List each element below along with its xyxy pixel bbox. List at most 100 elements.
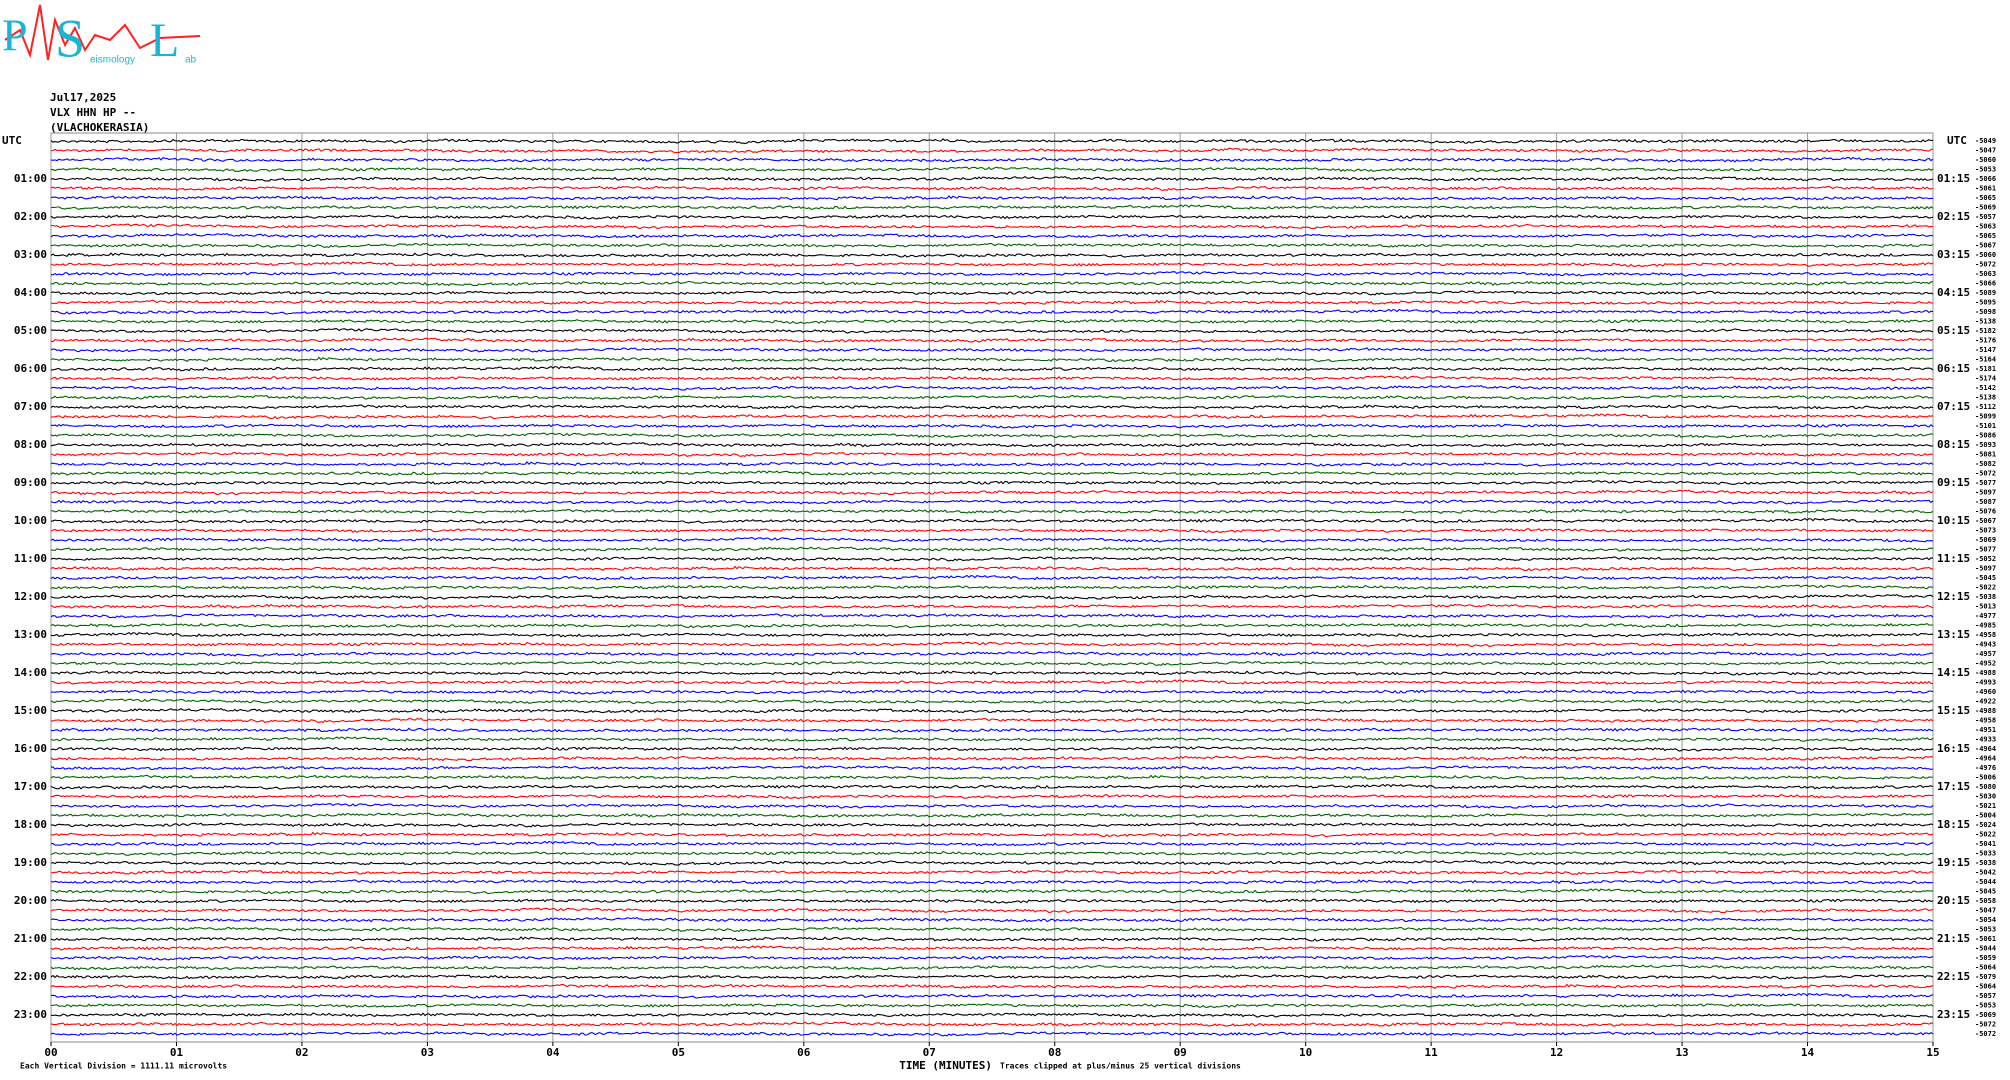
trace-offset: -5021 bbox=[1975, 802, 1996, 810]
hour-label: 02:00 bbox=[14, 210, 47, 223]
trace bbox=[50, 441, 1934, 448]
x-tick-label: 07 bbox=[923, 1046, 936, 1059]
trace bbox=[51, 992, 1934, 999]
trace bbox=[50, 1021, 1934, 1028]
trace bbox=[50, 537, 1934, 543]
hour-label: 07:00 bbox=[14, 400, 47, 413]
trace bbox=[50, 936, 1934, 942]
trace bbox=[50, 271, 1934, 277]
trace-offset: -5066 bbox=[1975, 280, 1996, 288]
trace bbox=[50, 879, 1934, 885]
trace-offset: -5077 bbox=[1975, 479, 1996, 487]
trace-offset: -5053 bbox=[1975, 1002, 1996, 1010]
x-tick-label: 05 bbox=[672, 1046, 685, 1059]
trace bbox=[50, 499, 1934, 505]
trace bbox=[50, 1031, 1934, 1037]
hour-label: 18:15 bbox=[1937, 818, 1970, 831]
trace bbox=[51, 660, 1934, 667]
trace bbox=[50, 394, 1934, 401]
trace-offset: -5064 bbox=[1975, 964, 1996, 972]
trace-offset: -5176 bbox=[1975, 337, 1996, 345]
hour-label: 10:15 bbox=[1937, 514, 1970, 527]
trace bbox=[50, 859, 1934, 866]
trace bbox=[50, 423, 1934, 429]
trace bbox=[50, 736, 1934, 743]
hour-label: 01:00 bbox=[14, 172, 47, 185]
x-tick-label: 12 bbox=[1550, 1046, 1563, 1059]
trace bbox=[50, 916, 1934, 923]
trace bbox=[50, 622, 1934, 629]
trace-offset: -5058 bbox=[1975, 897, 1996, 905]
trace-offset: -5089 bbox=[1975, 289, 1996, 297]
trace bbox=[50, 822, 1934, 828]
logo-wave bbox=[4, 4, 201, 61]
trace-offset: -5045 bbox=[1975, 574, 1996, 582]
x-tick-label: 15 bbox=[1926, 1046, 1939, 1059]
trace bbox=[50, 983, 1934, 989]
trace-offset: -4988 bbox=[1975, 669, 1996, 677]
trace bbox=[50, 850, 1934, 857]
trace-offset: -5004 bbox=[1975, 812, 1996, 820]
trace bbox=[50, 347, 1934, 353]
trace bbox=[50, 774, 1934, 780]
trace bbox=[50, 641, 1934, 648]
trace bbox=[50, 404, 1934, 410]
trace bbox=[51, 195, 1934, 201]
trace-offset: -5093 bbox=[1975, 441, 1996, 449]
trace-offset: -5063 bbox=[1975, 223, 1996, 231]
trace bbox=[50, 727, 1934, 733]
trace-offset: -5081 bbox=[1975, 451, 1996, 459]
trace bbox=[50, 565, 1934, 572]
trace bbox=[50, 783, 1934, 790]
trace bbox=[50, 717, 1934, 724]
hour-label: 17:15 bbox=[1937, 780, 1970, 793]
trace bbox=[50, 214, 1934, 220]
trace-offset: -5067 bbox=[1975, 517, 1996, 525]
trace-offset: -4993 bbox=[1975, 679, 1996, 687]
trace bbox=[50, 689, 1934, 695]
x-tick-label: 02 bbox=[295, 1046, 308, 1059]
trace bbox=[50, 1003, 1934, 1009]
trace bbox=[50, 707, 1934, 714]
trace bbox=[50, 556, 1934, 562]
trace bbox=[50, 546, 1934, 553]
trace-offset: -5045 bbox=[1975, 888, 1996, 896]
hour-label: 19:15 bbox=[1937, 856, 1970, 869]
hour-label: 04:15 bbox=[1937, 286, 1970, 299]
trace bbox=[50, 974, 1934, 980]
trace-offset: -5067 bbox=[1975, 242, 1996, 250]
hour-label: 18:00 bbox=[14, 818, 47, 831]
trace-offset: -4988 bbox=[1975, 707, 1996, 715]
trace-offset: -4958 bbox=[1975, 631, 1996, 639]
trace bbox=[50, 451, 1934, 458]
trace-offset: -5069 bbox=[1975, 1011, 1996, 1019]
x-tick-label: 09 bbox=[1174, 1046, 1187, 1059]
trace-offset: -5164 bbox=[1975, 356, 1996, 364]
hour-label: 03:15 bbox=[1937, 248, 1970, 261]
hour-label: 12:00 bbox=[14, 590, 47, 603]
hour-label: 07:15 bbox=[1937, 400, 1970, 413]
trace-offset: -5101 bbox=[1975, 422, 1996, 430]
trace-offset: -5072 bbox=[1975, 1021, 1996, 1029]
trace-offset: -5079 bbox=[1975, 973, 1996, 981]
trace-offset: -5072 bbox=[1975, 1030, 1996, 1038]
trace bbox=[51, 223, 1934, 230]
trace bbox=[50, 907, 1934, 914]
hour-label: 04:00 bbox=[14, 286, 47, 299]
trace-offset: -5013 bbox=[1975, 603, 1996, 611]
trace bbox=[50, 670, 1934, 676]
trace bbox=[50, 413, 1934, 420]
logo-letter: S bbox=[55, 8, 85, 68]
trace-offset: -5069 bbox=[1975, 204, 1996, 212]
hour-label: 15:15 bbox=[1937, 704, 1970, 717]
hour-label: 08:00 bbox=[14, 438, 47, 451]
hour-label: 06:00 bbox=[14, 362, 47, 375]
trace-offset: -5054 bbox=[1975, 916, 1996, 924]
hour-label: 09:15 bbox=[1937, 476, 1970, 489]
hour-label: 23:15 bbox=[1937, 1008, 1970, 1021]
trace-offset: -5138 bbox=[1975, 394, 1996, 402]
trace bbox=[50, 755, 1934, 762]
hour-label: 22:00 bbox=[14, 970, 47, 983]
footer-note: Traces clipped at plus/minus 25 vertical… bbox=[1000, 1061, 1241, 1071]
hour-label: 21:00 bbox=[14, 932, 47, 945]
